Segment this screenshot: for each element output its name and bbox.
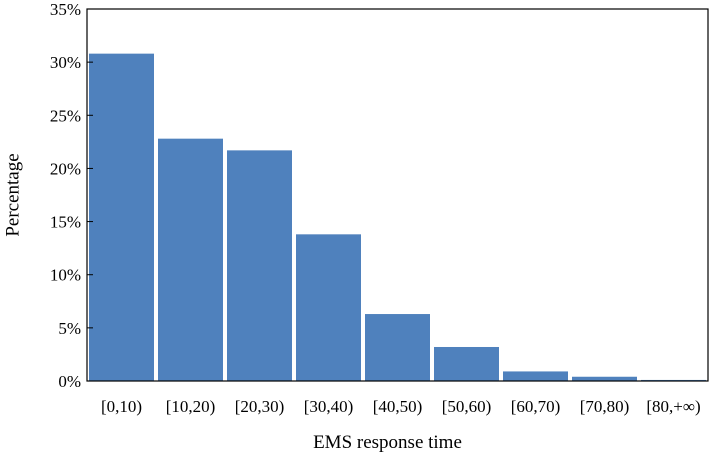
y-tick-label-3: 15% bbox=[50, 213, 81, 232]
bar-5 bbox=[434, 346, 499, 381]
plot-area-frame bbox=[86, 8, 709, 382]
x-tick-label-2: [20,30) bbox=[235, 397, 285, 416]
x-tick-label-1: [10,20) bbox=[166, 397, 216, 416]
x-tick-label-6: [60,70) bbox=[511, 397, 561, 416]
x-tick-label-4: [40,50) bbox=[373, 397, 423, 416]
bar-0 bbox=[89, 53, 154, 381]
y-tick-label-7: 35% bbox=[50, 0, 81, 19]
y-tick-label-0: 0% bbox=[58, 372, 81, 391]
y-axis-ticks: 0% 5% 10% 15% 20% 25% 30% 35% bbox=[50, 0, 93, 391]
x-tick-label-3: [30,40) bbox=[304, 397, 354, 416]
bar-2 bbox=[227, 150, 292, 381]
bar-3 bbox=[296, 234, 361, 381]
x-tick-label-8: [80,+∞) bbox=[646, 397, 700, 416]
bars-group bbox=[89, 53, 706, 381]
x-axis-ticks: [0,10) [10,20) [20,30) [30,40) [40,50) [50,60… bbox=[101, 397, 701, 416]
x-tick-label-7: [70,80) bbox=[580, 397, 630, 416]
bar-4 bbox=[365, 314, 430, 381]
y-tick-label-1: 5% bbox=[58, 319, 81, 338]
bar-6 bbox=[503, 371, 568, 381]
y-tick-label-6: 30% bbox=[50, 53, 81, 72]
y-tick-label-5: 25% bbox=[50, 106, 81, 125]
x-tick-label-0: [0,10) bbox=[101, 397, 142, 416]
x-axis-title: EMS response time bbox=[313, 432, 462, 453]
y-tick-label-2: 10% bbox=[50, 266, 81, 285]
bar-1 bbox=[158, 138, 223, 381]
x-tick-label-5: [50,60) bbox=[442, 397, 492, 416]
y-tick-label-4: 20% bbox=[50, 159, 81, 178]
y-axis-title: Percentage bbox=[2, 153, 23, 236]
bar-7 bbox=[572, 376, 637, 381]
